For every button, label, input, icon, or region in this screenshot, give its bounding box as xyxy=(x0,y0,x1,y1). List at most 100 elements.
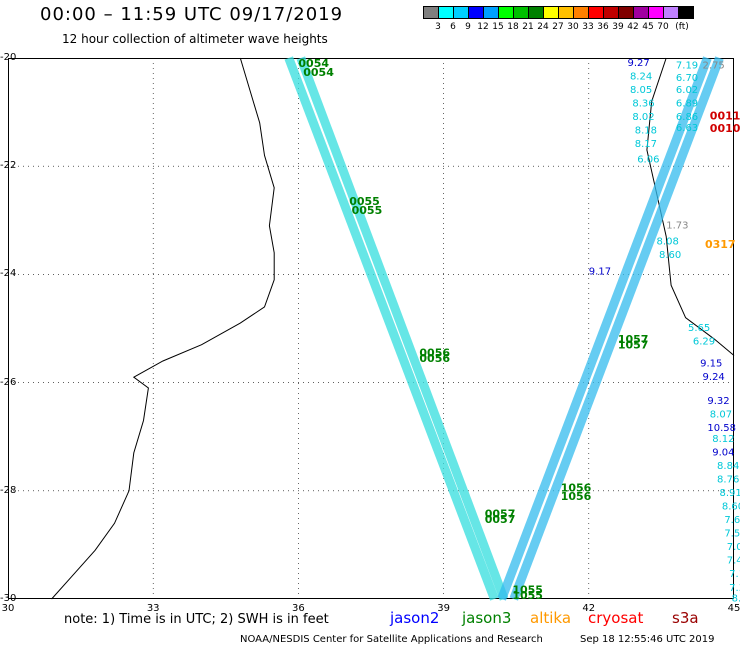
footer-note: note: 1) Time is in UTC; 2) SWH is in fe… xyxy=(64,612,329,627)
longitude-tick-label: 33 xyxy=(146,603,160,614)
latitude-tick-label: -22 xyxy=(0,160,17,172)
map-title: 00:00 – 11:59 UTC 09/17/2019 xyxy=(40,4,344,25)
swh-value-label: 6.86 xyxy=(676,112,698,123)
swh-value-label: 9.17 xyxy=(589,266,611,277)
swh-value-label: 6.06 xyxy=(637,154,659,165)
swh-value-label: 8.18 xyxy=(635,126,657,137)
swh-value-label: 8.36 xyxy=(632,99,654,110)
colorbar-label: 30 xyxy=(567,22,579,32)
swh-value-label: 7.32 xyxy=(729,583,740,594)
latitude-tick-label: -26 xyxy=(0,376,17,388)
swh-value-label: 6.89 xyxy=(676,99,698,110)
satellite-track xyxy=(509,56,724,601)
swh-value-label: 7.50 xyxy=(724,529,740,540)
latitude-tick-label: -28 xyxy=(0,484,17,496)
latitude-tick-label: -30 xyxy=(0,593,17,604)
map-frame xyxy=(8,58,734,599)
pass-time-label: 0011 xyxy=(710,109,740,122)
swh-value-label: 8.12 xyxy=(712,434,734,445)
pass-time-label: 0317 xyxy=(705,238,736,251)
swh-value-label: 8.02 xyxy=(632,112,654,123)
mission-legend-cryosat: cryosat xyxy=(588,609,644,627)
latitude-tick-label: -24 xyxy=(0,268,17,280)
colorbar-label: (ft) xyxy=(675,22,689,32)
swh-value-label: 9.32 xyxy=(707,396,729,407)
pass-time-label: 1056 xyxy=(561,490,592,503)
pass-time-label: 0057 xyxy=(485,508,516,521)
credit-line: NOAA/NESDIS Center for Satellite Applica… xyxy=(240,634,543,645)
pass-time-label: 0056 xyxy=(419,346,450,359)
colorbar-label: 33 xyxy=(582,22,594,32)
longitude-tick-label: 45 xyxy=(727,603,740,614)
colorbar-label: 24 xyxy=(537,22,549,32)
pass-time-label: 0055 xyxy=(352,204,383,217)
pass-time-label: 0055 xyxy=(349,195,380,208)
swh-value-label: 6.29 xyxy=(693,337,715,348)
swh-value-label: 9.04 xyxy=(712,448,734,459)
colorbar-label: 6 xyxy=(450,22,456,32)
colorbar-label: 42 xyxy=(627,22,639,32)
swh-value-label: 7.19 xyxy=(676,61,698,72)
swh-value-label: 7.08 xyxy=(727,542,740,553)
mission-legend-jason2: jason2 xyxy=(390,609,440,627)
map-subtitle: 12 hour collection of altimeter wave hei… xyxy=(62,32,328,46)
swh-value-label: 7.14 xyxy=(729,569,740,580)
swh-value-label: 8.84 xyxy=(717,461,739,472)
pass-time-label: 1057 xyxy=(618,338,649,351)
swh-value-label: 6.63 xyxy=(676,123,698,134)
colorbar-label: 27 xyxy=(552,22,564,32)
satellite-track xyxy=(497,56,712,601)
swh-value-label: 8.60 xyxy=(722,502,740,513)
pass-time-label: 1057 xyxy=(618,333,649,346)
colorbar xyxy=(423,6,694,19)
colorbar-swatch xyxy=(678,6,694,19)
mission-legend-altika: altika xyxy=(530,609,572,627)
longitude-tick-label: 42 xyxy=(582,603,596,614)
colorbar-label: 21 xyxy=(522,22,534,32)
swh-value-label: 9.27 xyxy=(628,58,650,69)
colorbar-label: 18 xyxy=(507,22,519,32)
swh-value-label: 7.65 xyxy=(724,515,740,526)
satellite-track xyxy=(296,56,509,601)
swh-value-label: 8.60 xyxy=(659,250,681,261)
swh-value-label: 9.24 xyxy=(703,372,725,383)
swh-value-label: 8.08 xyxy=(657,237,679,248)
colorbar-label: 45 xyxy=(642,22,654,32)
swh-value-label: 9.15 xyxy=(700,358,722,369)
longitude-tick-label: 39 xyxy=(437,603,450,614)
latitude-tick-label: -20 xyxy=(0,52,17,63)
pass-time-label: 0010 xyxy=(710,122,740,135)
colorbar-label: 9 xyxy=(465,22,471,32)
swh-value-label: 8.07 xyxy=(710,410,732,421)
colorbar-label: 70 xyxy=(657,22,669,32)
swh-value-label: 5.65 xyxy=(688,323,710,334)
swh-value-label: 8.05 xyxy=(630,85,652,96)
colorbar-label: 39 xyxy=(612,22,624,32)
longitude-tick-label: 30 xyxy=(1,603,15,614)
swh-value-label: 8.91 xyxy=(719,488,740,499)
swh-value-label: 6.70 xyxy=(676,73,698,84)
pass-time-label: 1055 xyxy=(512,583,543,596)
generated-timestamp: Sep 18 12:55:46 UTC 2019 xyxy=(580,634,715,645)
swh-value-label: 8.0 xyxy=(732,594,740,605)
colorbar-label: 36 xyxy=(597,22,609,32)
colorbar-label: 3 xyxy=(435,22,441,32)
pass-time-label: 1055 xyxy=(512,589,543,602)
swh-value-label: 2.75 xyxy=(703,61,725,72)
colorbar-label: 12 xyxy=(477,22,489,32)
madagascar-coastline xyxy=(646,57,735,356)
colorbar-label: 15 xyxy=(492,22,504,32)
swh-value-label: 10.58 xyxy=(707,423,736,434)
pass-time-label: 0057 xyxy=(485,513,516,526)
pass-time-label: 1056 xyxy=(561,482,592,495)
mission-legend-s3a: s3a xyxy=(672,609,699,627)
swh-value-label: 7.48 xyxy=(727,556,740,567)
swh-value-label: 6.02 xyxy=(676,85,698,96)
swh-value-label: 1.73 xyxy=(666,220,688,231)
satellite-track xyxy=(284,56,499,601)
africa-coastline xyxy=(51,57,275,600)
swh-value-label: 8.17 xyxy=(635,139,657,150)
pass-time-label: 0054 xyxy=(298,57,329,70)
